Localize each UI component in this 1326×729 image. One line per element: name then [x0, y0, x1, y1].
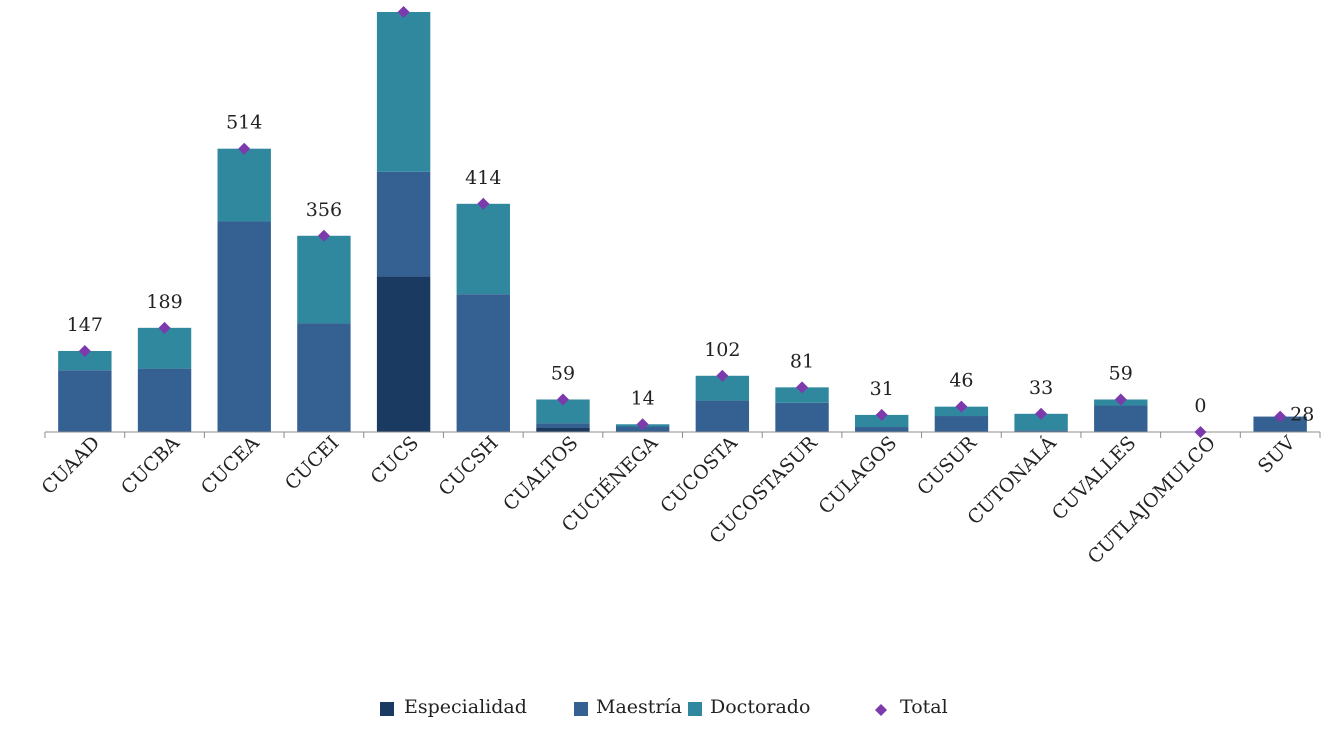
total-marker-cusur — [955, 400, 968, 413]
total-marker-culagos — [875, 408, 888, 421]
bar-cucostasur-maestria — [775, 402, 829, 432]
total-marker-cucosta — [716, 369, 729, 382]
x-axis — [44, 431, 1321, 438]
category-label-culagos: CULAGOS — [815, 432, 902, 519]
legend-diamond-total-icon — [875, 704, 887, 716]
bar-cucba-maestria — [137, 368, 192, 432]
total-label-cucei: 356 — [306, 199, 342, 221]
category-label-cucea: CUCEA — [197, 432, 264, 499]
total-label-cucosta: 102 — [704, 339, 740, 361]
legend-label-especialidad: Especialidad — [404, 696, 527, 718]
bar-cutonala-doctorado — [1014, 413, 1068, 431]
legend-swatch-doctorado — [688, 702, 702, 716]
bar-cucsh-maestria — [456, 294, 510, 432]
legend-swatch-especialidad — [380, 702, 394, 716]
total-marker-cucea — [238, 142, 251, 155]
total-label-cusur: 46 — [949, 370, 973, 392]
category-label-cusur: CUSUR — [913, 431, 981, 499]
bar-cucea-doctorado — [217, 148, 271, 222]
bar-cucba-doctorado — [137, 327, 192, 369]
bar-culagos-doctorado — [855, 414, 909, 428]
category-label-cucs: CUCS — [366, 432, 423, 489]
bar-cutonala-maestria — [1014, 430, 1068, 432]
total-marker-cucsh — [477, 197, 490, 210]
bar-cucei-maestria — [297, 323, 351, 432]
total-label-cucienega: 14 — [631, 387, 655, 409]
category-label-cucba: CUCBA — [117, 432, 184, 499]
legend-item-total: Total — [875, 696, 948, 718]
total-marker-cutlajomulco — [1194, 426, 1207, 438]
bar-cusur-maestria — [934, 416, 989, 432]
totals-layer: 147 189 514 356 414 59 14 102 81 31 46 33 59 0 28 — [67, 6, 1314, 438]
total-label-cucea: 514 — [226, 112, 262, 134]
total-label-suv: 28 — [1290, 404, 1314, 426]
total-marker-cucei — [317, 229, 330, 242]
bar-cucei-doctorado — [297, 235, 351, 324]
total-marker-cucienega — [636, 418, 649, 431]
total-label-cuvalles: 59 — [1109, 362, 1133, 384]
total-label-cutonala: 33 — [1029, 377, 1053, 399]
category-label-cuaad: CUAAD — [37, 432, 104, 499]
bar-culagos-maestria — [855, 427, 909, 432]
bar-cualtos-doctorado — [536, 399, 590, 424]
bar-cualtos-maestria — [536, 423, 590, 428]
bar-cucosta-maestria — [695, 400, 750, 432]
bar-cucea-maestria — [217, 221, 271, 432]
bar-cuvalles-maestria — [1094, 405, 1148, 432]
bar-cuaad-doctorado — [58, 350, 112, 371]
bar-cucs-doctorado — [376, 12, 431, 172]
total-marker-suv — [1274, 410, 1287, 423]
legend: Especialidad Maestría Doctorado Total — [380, 696, 948, 718]
total-label-cucba: 189 — [146, 291, 182, 313]
total-label-cuaad: 147 — [67, 314, 103, 336]
total-label-culagos: 31 — [870, 378, 894, 400]
legend-item-especialidad: Especialidad — [380, 696, 527, 718]
total-label-cutlajomulco: 0 — [1194, 395, 1206, 417]
bar-suv-maestria — [1253, 416, 1307, 432]
legend-item-maestria: Maestría — [574, 696, 682, 718]
total-marker-cutonala — [1035, 407, 1048, 420]
total-marker-cucba — [158, 321, 171, 334]
bar-cucostasur-doctorado — [775, 387, 829, 403]
legend-label-maestria: Maestría — [596, 696, 682, 718]
category-label-cucei: CUCEI — [281, 432, 344, 495]
total-label-cucostasur: 81 — [790, 350, 814, 372]
category-labels: CUAAD CUCBA CUCEA CUCEI CUCS CUCSHCUALTOSCUCI… — [37, 431, 1299, 568]
bar-cucsh-doctorado — [456, 203, 510, 295]
total-marker-cuvalles — [1114, 393, 1127, 406]
legend-label-doctorado: Doctorado — [710, 696, 810, 718]
category-label-cucsh: CUCSH — [434, 432, 502, 500]
total-label-cualtos: 59 — [551, 362, 575, 384]
category-label-cucosta: CUCOSTA — [656, 432, 742, 518]
legend-item-doctorado: Doctorado — [688, 696, 810, 718]
legend-swatch-maestria — [574, 702, 588, 716]
category-label-suv: SUV — [1254, 432, 1300, 478]
total-marker-cuaad — [78, 344, 91, 357]
bar-cucs-especialidad — [376, 276, 431, 432]
total-marker-cucs — [397, 6, 410, 18]
bar-cuaad-maestria — [58, 370, 112, 432]
total-label-cucsh: 414 — [465, 167, 501, 189]
bar-cucs-maestria — [376, 171, 431, 277]
bars-layer — [58, 12, 1307, 432]
total-marker-cualtos — [556, 393, 569, 406]
legend-label-total: Total — [900, 696, 948, 718]
bar-cualtos-especialidad — [536, 427, 590, 432]
total-marker-cucostasur — [796, 381, 809, 394]
category-label-cualtos: CUALTOS — [499, 432, 582, 515]
